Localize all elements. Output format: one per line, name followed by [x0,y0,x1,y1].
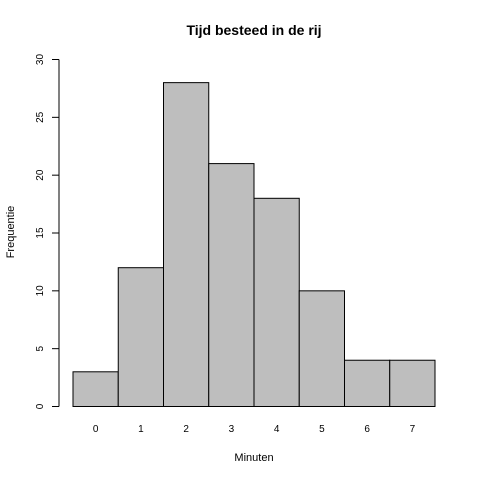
bar-0 [72,371,119,407]
x-tick-label: 6 [364,424,370,435]
bar-3 [208,163,255,407]
y-axis-label: Frequentie [5,206,17,259]
y-tick-label: 5 [35,345,46,351]
y-tick-label: 20 [35,169,46,181]
bar-1 [117,267,164,408]
y-tick-label: 0 [35,403,46,409]
x-tick-label: 7 [410,424,416,435]
y-tick-label: 15 [35,227,46,239]
y-tick-label: 25 [35,111,46,123]
x-tick-label: 2 [183,424,189,435]
bar-4 [253,197,300,407]
bar-5 [298,290,345,408]
x-axis-label: Minuten [234,452,273,464]
x-tick-label: 3 [229,424,235,435]
bar-2 [163,82,210,407]
y-tick-label: 10 [35,285,46,297]
y-axis: 0 5 10 15 20 25 30 [35,54,60,409]
x-tick-label: 4 [274,424,280,435]
x-tick-label: 0 [93,424,99,435]
bar-7 [389,359,436,408]
bar-6 [344,359,391,408]
y-tick-label: 30 [35,54,46,66]
bars-group [72,82,436,408]
chart-title: Tijd besteed in de rij [186,22,321,38]
x-tick-label: 5 [319,424,325,435]
x-tick-labels: 0 1 2 3 4 5 6 7 [93,424,416,435]
x-tick-label: 1 [138,424,144,435]
